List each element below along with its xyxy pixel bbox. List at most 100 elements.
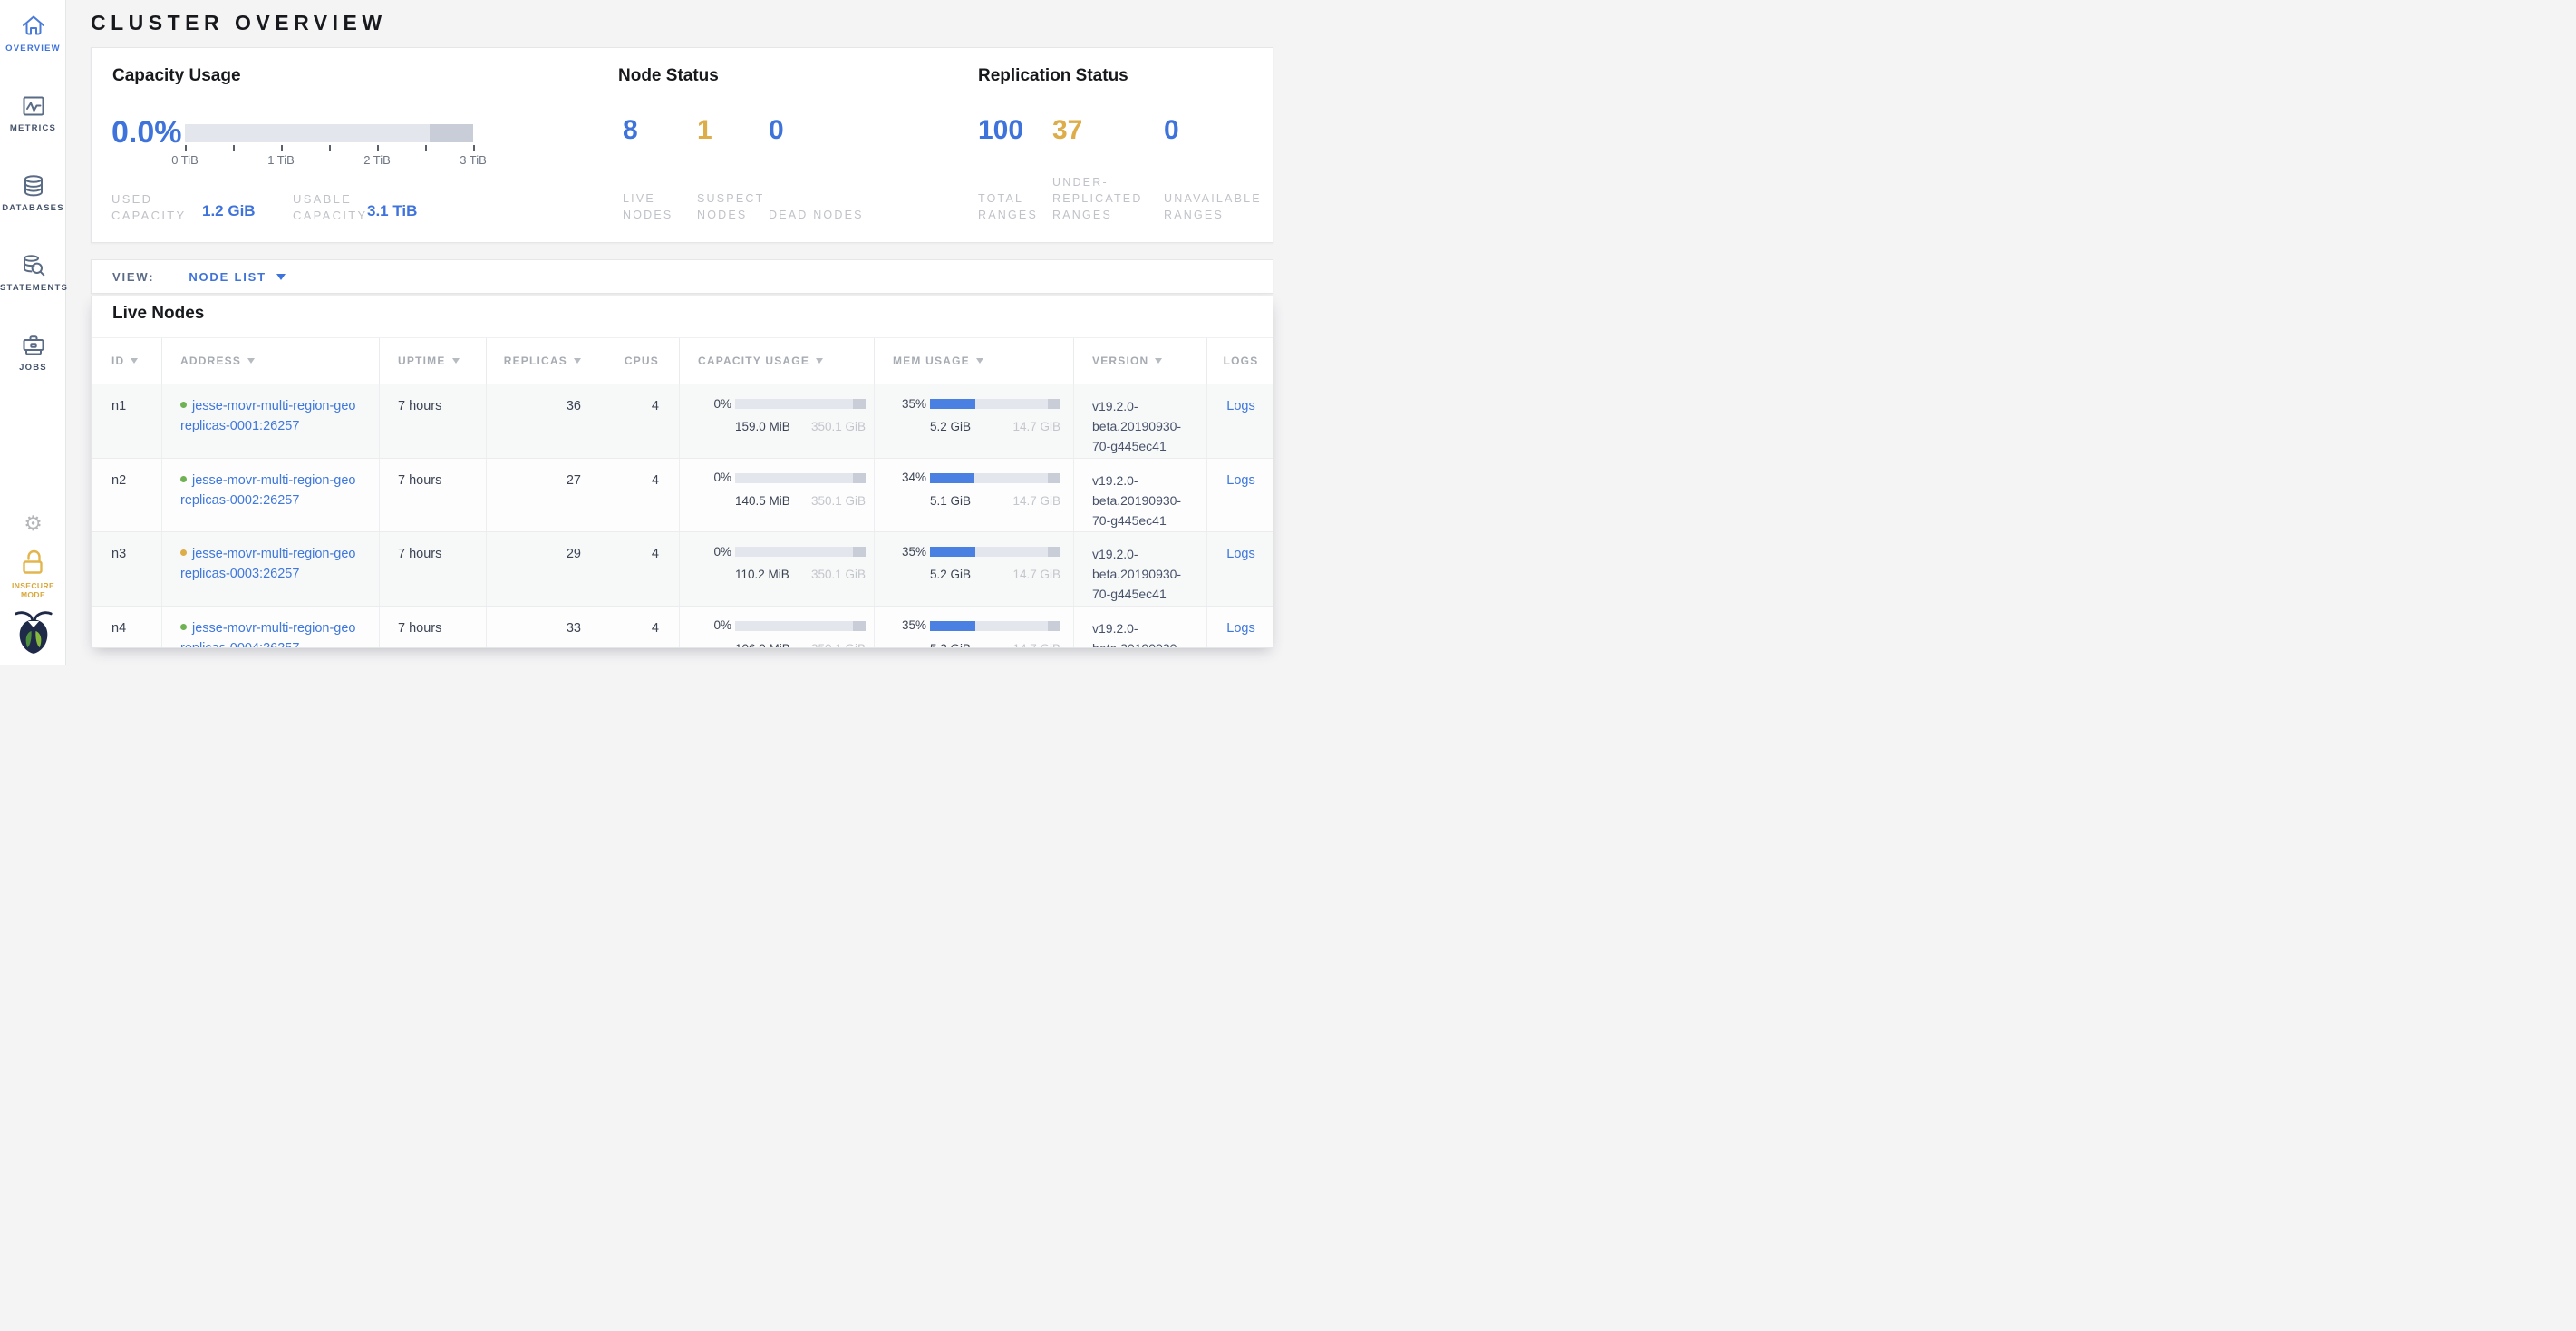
node-mem-usage-cell: 34% 5.1 GiB 14.7 GiB xyxy=(874,458,1073,531)
capacity-percent: 0% xyxy=(713,471,731,484)
column-header-label: UPTIME xyxy=(398,355,446,367)
mem-bar xyxy=(930,399,1060,409)
tick-mark xyxy=(281,145,283,151)
tick-mark xyxy=(425,145,427,151)
tick-label: 1 TiB xyxy=(267,153,295,167)
tick-label: 2 TiB xyxy=(363,153,391,167)
stat-value: 0 xyxy=(1164,115,1179,145)
capacity-percent: 0.0% xyxy=(111,115,182,150)
node-capacity-usage-cell: 0% 140.5 MiB 350.1 GiB xyxy=(679,458,874,531)
gear-icon[interactable]: ⚙ xyxy=(24,511,43,535)
live-nodes-card: Live Nodes ID ADDRESS UPTIME REPLICAS CPUS CA… xyxy=(91,296,1273,648)
usable-capacity-value: 3.1 TiB xyxy=(367,202,418,219)
node-uptime: 7 hours xyxy=(379,458,486,531)
stat-under-replicated-ranges: 37 UNDER-REPLICATED RANGES xyxy=(1052,115,1164,224)
logs-link[interactable]: Logs xyxy=(1226,399,1255,413)
column-header-replicas[interactable]: REPLICAS xyxy=(486,338,605,384)
capacity-usage-bar xyxy=(185,124,473,142)
live-nodes-table: ID ADDRESS UPTIME REPLICAS CPUS CAPACITY USAG… xyxy=(92,337,1273,648)
capacity-total: 350.1 GiB xyxy=(810,641,866,648)
node-uptime: 7 hours xyxy=(379,532,486,606)
sidebar-item-databases[interactable]: DATABASES xyxy=(0,172,66,213)
view-dropdown[interactable]: NODE LIST xyxy=(189,270,286,284)
mem-bar xyxy=(930,620,1060,631)
capacity-percent: 0% xyxy=(713,618,731,632)
cluster-summary-card: Capacity Usage 0.0% 0 TiB 1 TiB 2 TiB 3 … xyxy=(91,47,1273,243)
mem-used: 5.2 GiB xyxy=(930,420,972,433)
insecure-mode-label: INSECURE MODE xyxy=(11,581,55,599)
column-header-capacity-usage[interactable]: CAPACITY USAGE xyxy=(679,338,874,384)
page-title: CLUSTER OVERVIEW xyxy=(91,11,387,34)
node-address-cell: jesse-movr-multi-region-geo replicas-0004… xyxy=(161,606,379,648)
insecure-mode-indicator[interactable]: INSECURE MODE xyxy=(0,548,66,599)
node-address-link[interactable]: jesse-movr-multi-region-geo replicas-0001… xyxy=(180,399,356,433)
node-status-dot-icon xyxy=(180,549,187,556)
node-logs-cell: Logs xyxy=(1206,606,1273,647)
sort-arrow-icon xyxy=(131,358,139,364)
sort-arrow-icon xyxy=(451,358,460,364)
stat-label: SUSPECT NODES xyxy=(697,192,765,221)
logs-link[interactable]: Logs xyxy=(1226,472,1255,488)
stat-unavailable-ranges: 0 UNAVAILABLE RANGES xyxy=(1164,115,1291,224)
table-header-row: ID ADDRESS UPTIME REPLICAS CPUS CAPACITY USAG… xyxy=(92,337,1273,384)
sidebar-item-metrics[interactable]: METRICS xyxy=(0,92,66,133)
tick-mark xyxy=(473,145,475,151)
node-address-cell: jesse-movr-multi-region-geo replicas-0001… xyxy=(161,384,379,458)
used-capacity-label: USED CAPACITY xyxy=(111,192,187,222)
open-lock-icon xyxy=(0,548,66,579)
sidebar-item-label: STATEMENTS xyxy=(0,283,68,293)
mem-used: 5.1 GiB xyxy=(930,493,972,508)
capacity-total: 350.1 GiB xyxy=(810,568,866,581)
node-capacity-usage-cell: 0% 159.0 MiB 350.1 GiB xyxy=(679,384,874,458)
sidebar-item-jobs[interactable]: JOBS xyxy=(0,332,66,373)
node-row-n1: n1 jesse-movr-multi-region-geo replicas-00… xyxy=(92,384,1273,458)
tick-mark xyxy=(233,145,235,151)
column-header-address[interactable]: ADDRESS xyxy=(161,338,379,384)
sidebar-item-label: DATABASES xyxy=(2,203,64,213)
sidebar-item-label: OVERVIEW xyxy=(5,44,61,53)
column-header-label: CAPACITY USAGE xyxy=(698,355,810,367)
capacity-used: 110.2 MiB xyxy=(735,568,789,581)
column-header-uptime[interactable]: UPTIME xyxy=(379,338,486,384)
live-nodes-title: Live Nodes xyxy=(112,304,205,323)
capacity-bar xyxy=(735,620,866,631)
node-id: n1 xyxy=(111,399,127,413)
node-id: n2 xyxy=(111,472,127,488)
sort-arrow-icon xyxy=(816,358,824,364)
databases-icon xyxy=(0,172,66,199)
mem-total: 14.7 GiB xyxy=(1012,493,1060,508)
node-address-link[interactable]: jesse-movr-multi-region-geo replicas-0004… xyxy=(180,620,356,648)
statements-icon xyxy=(0,252,66,279)
replication-status-stats: 100 TOTAL RANGES 37 UNDER-REPLICATED RANGES… xyxy=(978,115,1291,224)
sidebar: OVERVIEW METRICS DATABASES xyxy=(0,0,68,666)
node-status-dot-icon xyxy=(180,623,187,630)
sidebar-item-statements[interactable]: STATEMENTS xyxy=(0,252,68,293)
logs-link[interactable]: Logs xyxy=(1226,547,1255,561)
mem-percent: 35% xyxy=(901,396,926,411)
mem-total: 14.7 GiB xyxy=(1012,420,1060,433)
node-address-link[interactable]: jesse-movr-multi-region-geo replicas-0003… xyxy=(180,547,356,581)
node-id: n4 xyxy=(111,620,127,636)
column-header-version[interactable]: VERSION xyxy=(1073,338,1206,384)
capacity-bar xyxy=(735,399,866,409)
mem-percent: 35% xyxy=(901,618,926,632)
column-header-mem-usage[interactable]: MEM USAGE xyxy=(874,338,1073,384)
node-version: v19.2.0-beta.20190930-70-g445ec41 xyxy=(1073,606,1206,647)
column-header-id[interactable]: ID xyxy=(92,338,161,384)
node-replicas: 33 xyxy=(486,606,605,647)
jobs-icon xyxy=(0,332,66,359)
node-status-dot-icon xyxy=(180,475,187,482)
node-cpus: 4 xyxy=(605,458,679,531)
node-logs-cell: Logs xyxy=(1206,532,1273,606)
tick-label: 3 TiB xyxy=(460,153,487,167)
mem-total: 14.7 GiB xyxy=(1012,568,1060,581)
node-cpus: 4 xyxy=(605,606,679,647)
node-uptime: 7 hours xyxy=(379,606,486,647)
column-header-label: MEM USAGE xyxy=(893,355,970,367)
node-address-link[interactable]: jesse-movr-multi-region-geo replicas-0002… xyxy=(180,472,356,508)
mem-bar xyxy=(930,547,1060,557)
sidebar-item-overview[interactable]: OVERVIEW xyxy=(0,13,66,53)
node-capacity-usage-cell: 0% 106.9 MiB 350.1 GiB xyxy=(679,606,874,648)
mem-used: 5.2 GiB xyxy=(930,568,972,581)
logs-link[interactable]: Logs xyxy=(1226,620,1255,636)
